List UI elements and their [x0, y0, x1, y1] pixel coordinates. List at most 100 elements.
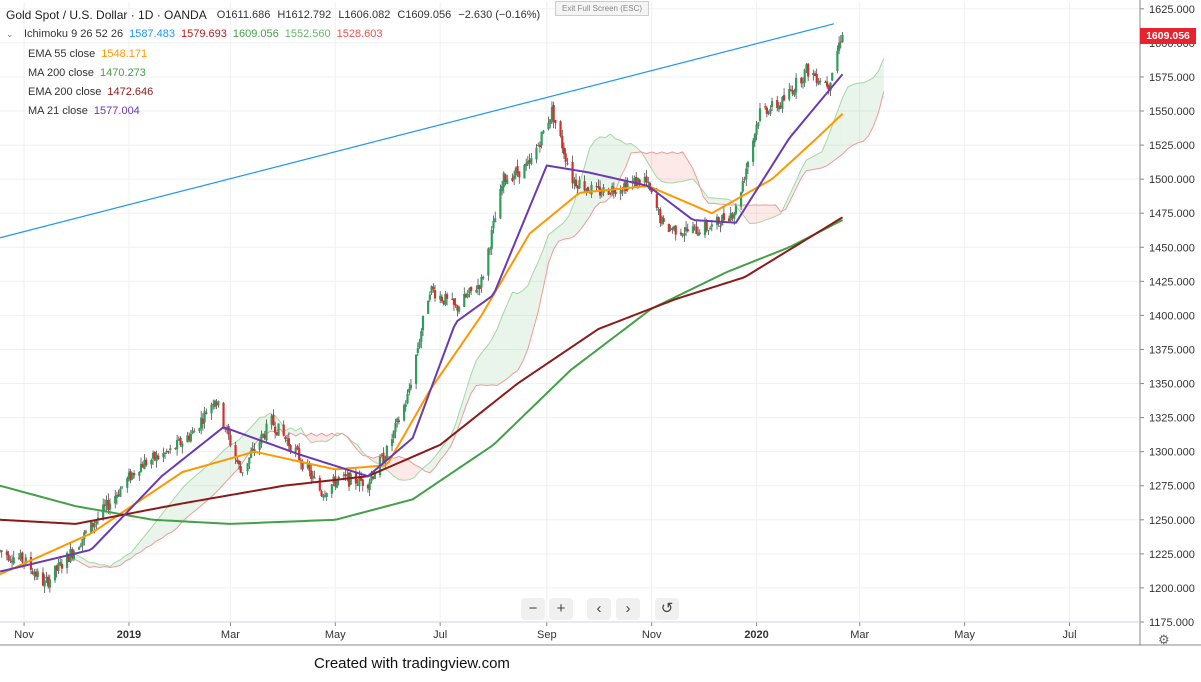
candle [19, 549, 22, 561]
candle-body [358, 476, 361, 487]
candle [248, 457, 251, 469]
candle [296, 444, 299, 451]
y-tick-label: 1350.000 [1149, 379, 1195, 391]
cloud-segment [677, 151, 683, 182]
zoom-out-button[interactable]: − [521, 598, 545, 620]
candle [836, 45, 839, 74]
trendline [0, 23, 835, 239]
zoom-in-button[interactable]: + [549, 598, 573, 620]
candle-body [167, 451, 170, 453]
cloud-segment [687, 160, 693, 181]
chevron-down-icon[interactable]: ⌄ [6, 29, 14, 40]
legend-ma21[interactable]: MA 21 close 1577.004 [6, 102, 544, 121]
candle-body [659, 208, 662, 224]
candle-body [337, 476, 340, 480]
candle [731, 212, 734, 222]
candle [397, 416, 401, 425]
candle-body [366, 485, 370, 489]
candle [583, 175, 586, 193]
cloud-segment [816, 151, 822, 169]
exit-fullscreen-button[interactable]: Exit Full Screen (ESC) [555, 1, 649, 16]
credit-text: Created with tradingview.com [314, 655, 510, 672]
candle-body [284, 436, 287, 440]
gear-icon[interactable]: ⚙ [1158, 632, 1170, 647]
candle-body [344, 474, 347, 477]
candle-body [746, 161, 750, 168]
candle [674, 225, 677, 241]
cloud-segment [594, 136, 601, 208]
y-tick-label: 1400.000 [1149, 310, 1195, 322]
candle [511, 173, 514, 183]
candle [707, 229, 710, 235]
scroll-forward-button[interactable]: › [616, 598, 640, 620]
candle [831, 72, 834, 82]
candle [456, 304, 459, 317]
candle-body [150, 460, 153, 465]
legend-ema200[interactable]: EMA 200 close 1472.646 [6, 83, 544, 102]
candle-body [239, 466, 242, 473]
candle [432, 283, 435, 293]
candle-body [559, 121, 562, 136]
candle-body [346, 474, 349, 477]
candle-body [487, 248, 490, 276]
candle [392, 430, 395, 443]
candle [561, 129, 564, 154]
candle [272, 409, 275, 426]
candle-body [727, 218, 731, 221]
candle-body [157, 455, 160, 459]
y-tick-label: 1550.000 [1149, 106, 1195, 118]
candle-body [145, 459, 148, 466]
candle [246, 463, 249, 475]
candle-body [428, 294, 431, 300]
cloud-segment [754, 204, 760, 224]
scroll-back-button[interactable]: ‹ [587, 598, 611, 620]
candle [390, 433, 394, 452]
legend-ema55[interactable]: EMA 55 close 1548.171 [6, 45, 544, 64]
candle-body [189, 433, 192, 442]
y-tick-label: 1425.000 [1149, 276, 1195, 288]
candle [151, 450, 155, 465]
cloud-segment [847, 84, 853, 149]
candle-body [261, 433, 265, 436]
candle [789, 85, 793, 92]
candle [795, 73, 798, 100]
candle-body [523, 164, 526, 179]
candle [743, 176, 746, 183]
cloud-segment [455, 407, 461, 436]
candle-body [734, 206, 738, 214]
candle [382, 447, 385, 464]
candle [440, 294, 444, 303]
candle [212, 399, 215, 410]
candle-body [789, 89, 793, 91]
ichimoku-label: Ichimoku 9 26 52 26 [24, 28, 124, 41]
x-tick-label: May [954, 629, 975, 641]
candle-body [427, 300, 430, 314]
candle-body [683, 233, 686, 236]
candle-body [552, 104, 555, 123]
candle-body [270, 415, 273, 425]
reset-chart-button[interactable]: ↺ [655, 598, 679, 620]
candle-body [17, 557, 21, 559]
legend-ma200[interactable]: MA 200 close 1470.273 [6, 64, 544, 83]
legend-ichimoku[interactable]: ⌄ Ichimoku 9 26 52 26 1587.483 1579.693 … [6, 25, 544, 44]
candle-body [502, 172, 505, 188]
candle-body [193, 431, 196, 433]
candle-body [163, 452, 167, 454]
candle-body [655, 193, 658, 208]
candle-body [9, 559, 12, 561]
candle-body [141, 464, 144, 468]
candle-body [432, 286, 435, 290]
candle-body [609, 193, 612, 195]
cloud-segment [543, 234, 549, 288]
y-tick-label: 1525.000 [1149, 140, 1195, 152]
candle [155, 450, 158, 468]
candle-body [779, 105, 782, 108]
candle-body [698, 232, 701, 234]
cloud-segment [404, 458, 410, 481]
candle [466, 290, 469, 299]
candle [33, 568, 36, 581]
candle-body [470, 286, 473, 291]
candle-body [538, 145, 542, 148]
candle [186, 431, 189, 443]
